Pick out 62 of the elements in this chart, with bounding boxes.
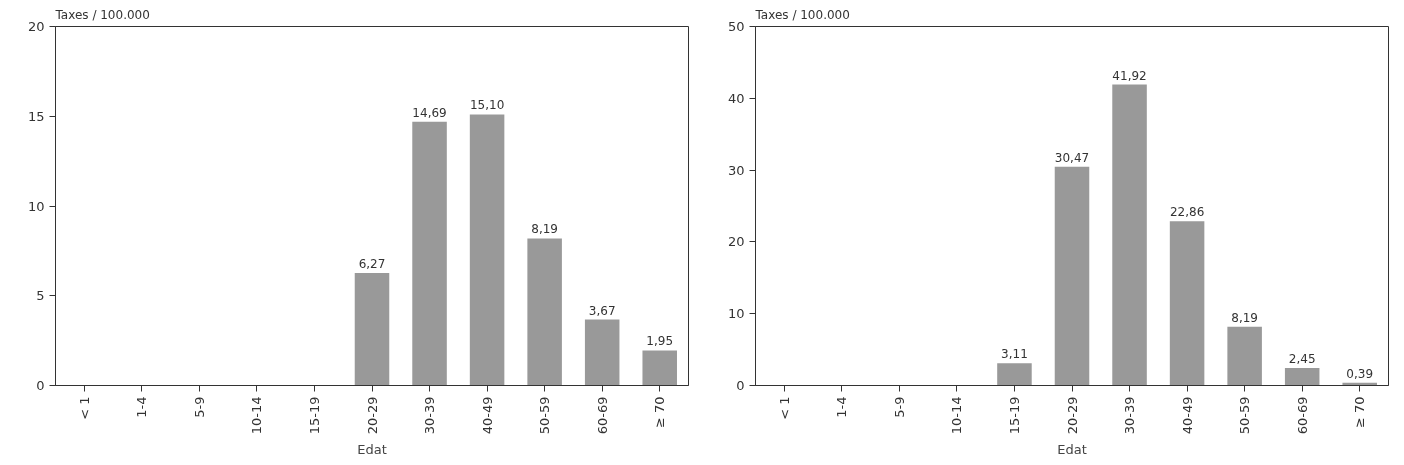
y-tick-label: 40 xyxy=(727,90,745,106)
x-tick-label: ≥ 70 xyxy=(652,396,668,429)
x-tick-label: 10-14 xyxy=(249,396,265,435)
bar xyxy=(1284,367,1320,386)
x-tick-label: 30-39 xyxy=(422,396,438,435)
x-tick-label: 15-19 xyxy=(1006,396,1022,435)
x-tick-label: 1-4 xyxy=(834,396,850,418)
bar xyxy=(527,238,562,386)
x-axis-title: Edat xyxy=(357,442,387,458)
bar xyxy=(469,114,505,386)
bar xyxy=(1112,84,1147,386)
bar xyxy=(642,350,677,386)
bar xyxy=(1169,221,1205,386)
y-axis-title: Taxes / 100.000 xyxy=(54,7,150,22)
bar xyxy=(412,121,447,386)
x-tick-label: 30-39 xyxy=(1122,396,1138,435)
data-label: 22,86 xyxy=(1169,205,1205,220)
data-label: 1,95 xyxy=(646,334,674,349)
y-tick-label: 50 xyxy=(727,19,745,34)
x-tick-label: 1-4 xyxy=(134,396,150,418)
bar xyxy=(584,319,620,386)
y-tick-label: 15 xyxy=(27,108,45,124)
x-tick-label: 20-29 xyxy=(364,396,380,435)
bar xyxy=(997,363,1032,386)
y-tick-label: 0 xyxy=(36,378,45,393)
x-tick-label: 40-49 xyxy=(479,396,495,435)
data-label: 8,19 xyxy=(531,222,558,237)
y-tick-label: 20 xyxy=(27,19,45,34)
x-tick-label: 40-49 xyxy=(1179,396,1195,435)
x-tick-label: 50-59 xyxy=(537,396,553,435)
x-tick-label: 60-69 xyxy=(1294,396,1310,435)
data-label: 3,67 xyxy=(588,303,616,318)
x-tick-label: 60-69 xyxy=(594,396,610,435)
data-label: 2,45 xyxy=(1288,351,1316,366)
data-label: 14,69 xyxy=(412,105,447,120)
y-tick-label: 10 xyxy=(727,306,745,322)
data-label: 8,19 xyxy=(1231,310,1258,325)
y-tick-label: 10 xyxy=(27,198,45,214)
y-axis-title: Taxes / 100.000 xyxy=(754,7,850,22)
data-label: 30,47 xyxy=(1054,150,1090,165)
x-tick-label: 5-9 xyxy=(191,396,207,418)
data-label: 0,39 xyxy=(1346,366,1374,381)
y-tick-label: 5 xyxy=(36,288,45,304)
bar xyxy=(354,272,390,386)
x-tick-label: 15-19 xyxy=(306,396,322,435)
bar xyxy=(1054,166,1090,386)
data-label: 15,10 xyxy=(469,98,505,113)
x-tick-label: < 1 xyxy=(76,396,92,420)
x-axis-title: Edat xyxy=(1057,442,1087,458)
bar xyxy=(1227,326,1262,386)
data-label: 6,27 xyxy=(358,256,386,271)
y-tick-label: 30 xyxy=(727,162,745,178)
x-tick-label: 10-14 xyxy=(949,396,965,435)
x-tick-label: ≥ 70 xyxy=(1352,396,1368,429)
x-tick-label: 5-9 xyxy=(891,396,907,418)
x-tick-label: 20-29 xyxy=(1064,396,1080,435)
y-tick-label: 0 xyxy=(736,378,745,393)
x-tick-label: < 1 xyxy=(776,396,792,420)
x-tick-label: 50-59 xyxy=(1237,396,1253,435)
data-label: 3,11 xyxy=(1001,347,1028,362)
data-label: 41,92 xyxy=(1112,68,1147,83)
y-tick-label: 20 xyxy=(727,234,745,250)
